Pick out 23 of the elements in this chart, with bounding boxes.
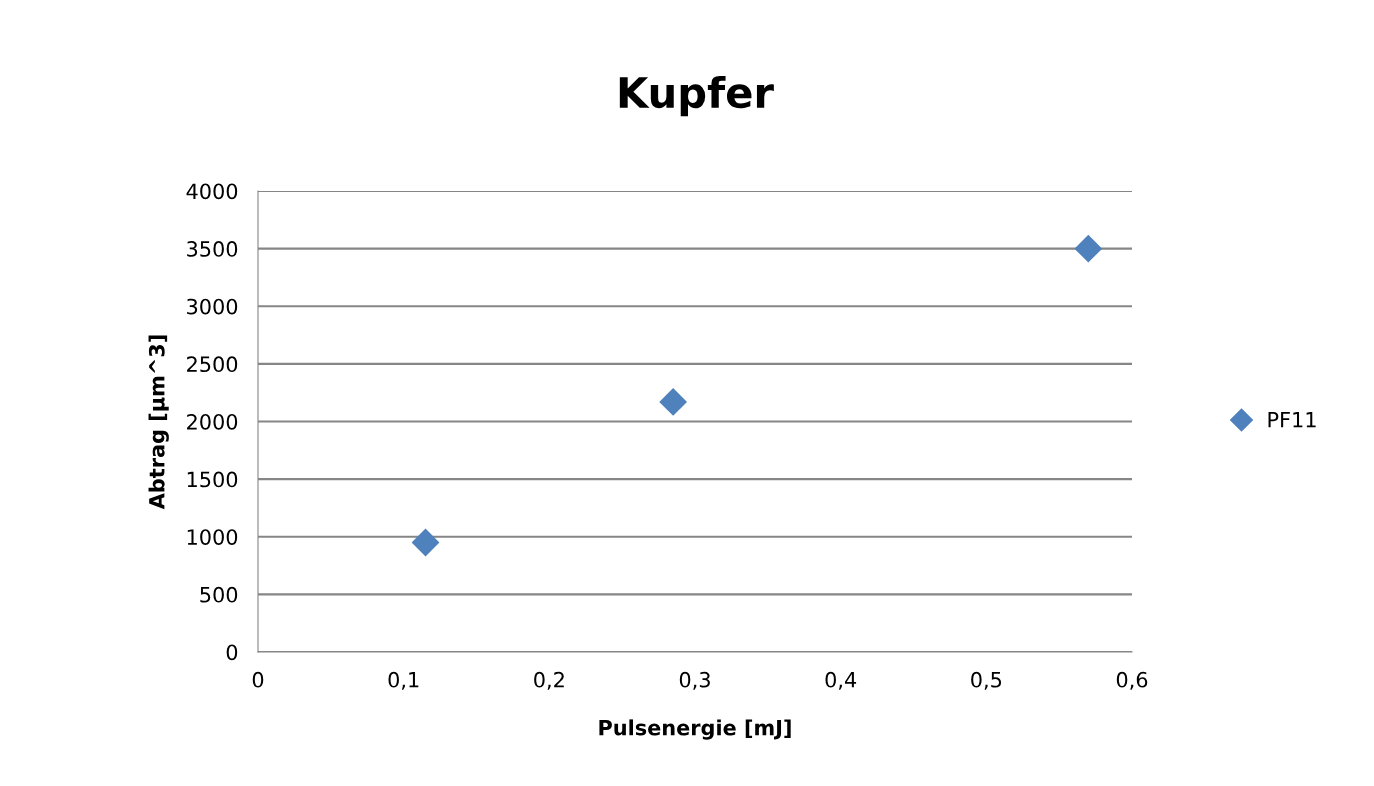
y-tick-label: 1000 <box>187 529 238 545</box>
legend-label: PF11 <box>1268 412 1316 428</box>
point <box>659 388 688 416</box>
y-tick-label: 0 <box>226 644 238 661</box>
y-tick-label: 3500 <box>187 241 238 257</box>
y-tick-label: 3000 <box>187 298 238 315</box>
x-tick-label: 0 <box>252 671 264 688</box>
chart-title: Kupfer <box>619 76 774 117</box>
point <box>411 528 440 557</box>
x-tick-label: 0,5 <box>971 671 1002 690</box>
x-tick-label: 0,3 <box>679 671 710 690</box>
x-tick-label: 0,2 <box>534 671 564 690</box>
y-tick-label: 4000 <box>186 183 238 200</box>
y-tick-label: 500 <box>200 586 238 603</box>
y-tick-label: 1500 <box>187 471 238 488</box>
point <box>1074 234 1103 263</box>
x-tick-label: 0,6 <box>1116 671 1148 690</box>
x-axis-title: Pulsenergie [mJ] <box>599 719 791 740</box>
y-tick-label: 2000 <box>187 413 238 430</box>
x-tick-label: 0,4 <box>825 671 857 690</box>
x-tick-label: 0,1 <box>388 671 419 690</box>
y-tick-label: 2500 <box>187 356 238 373</box>
y-axis-title: Abtrag [µm^3] <box>148 335 169 510</box>
